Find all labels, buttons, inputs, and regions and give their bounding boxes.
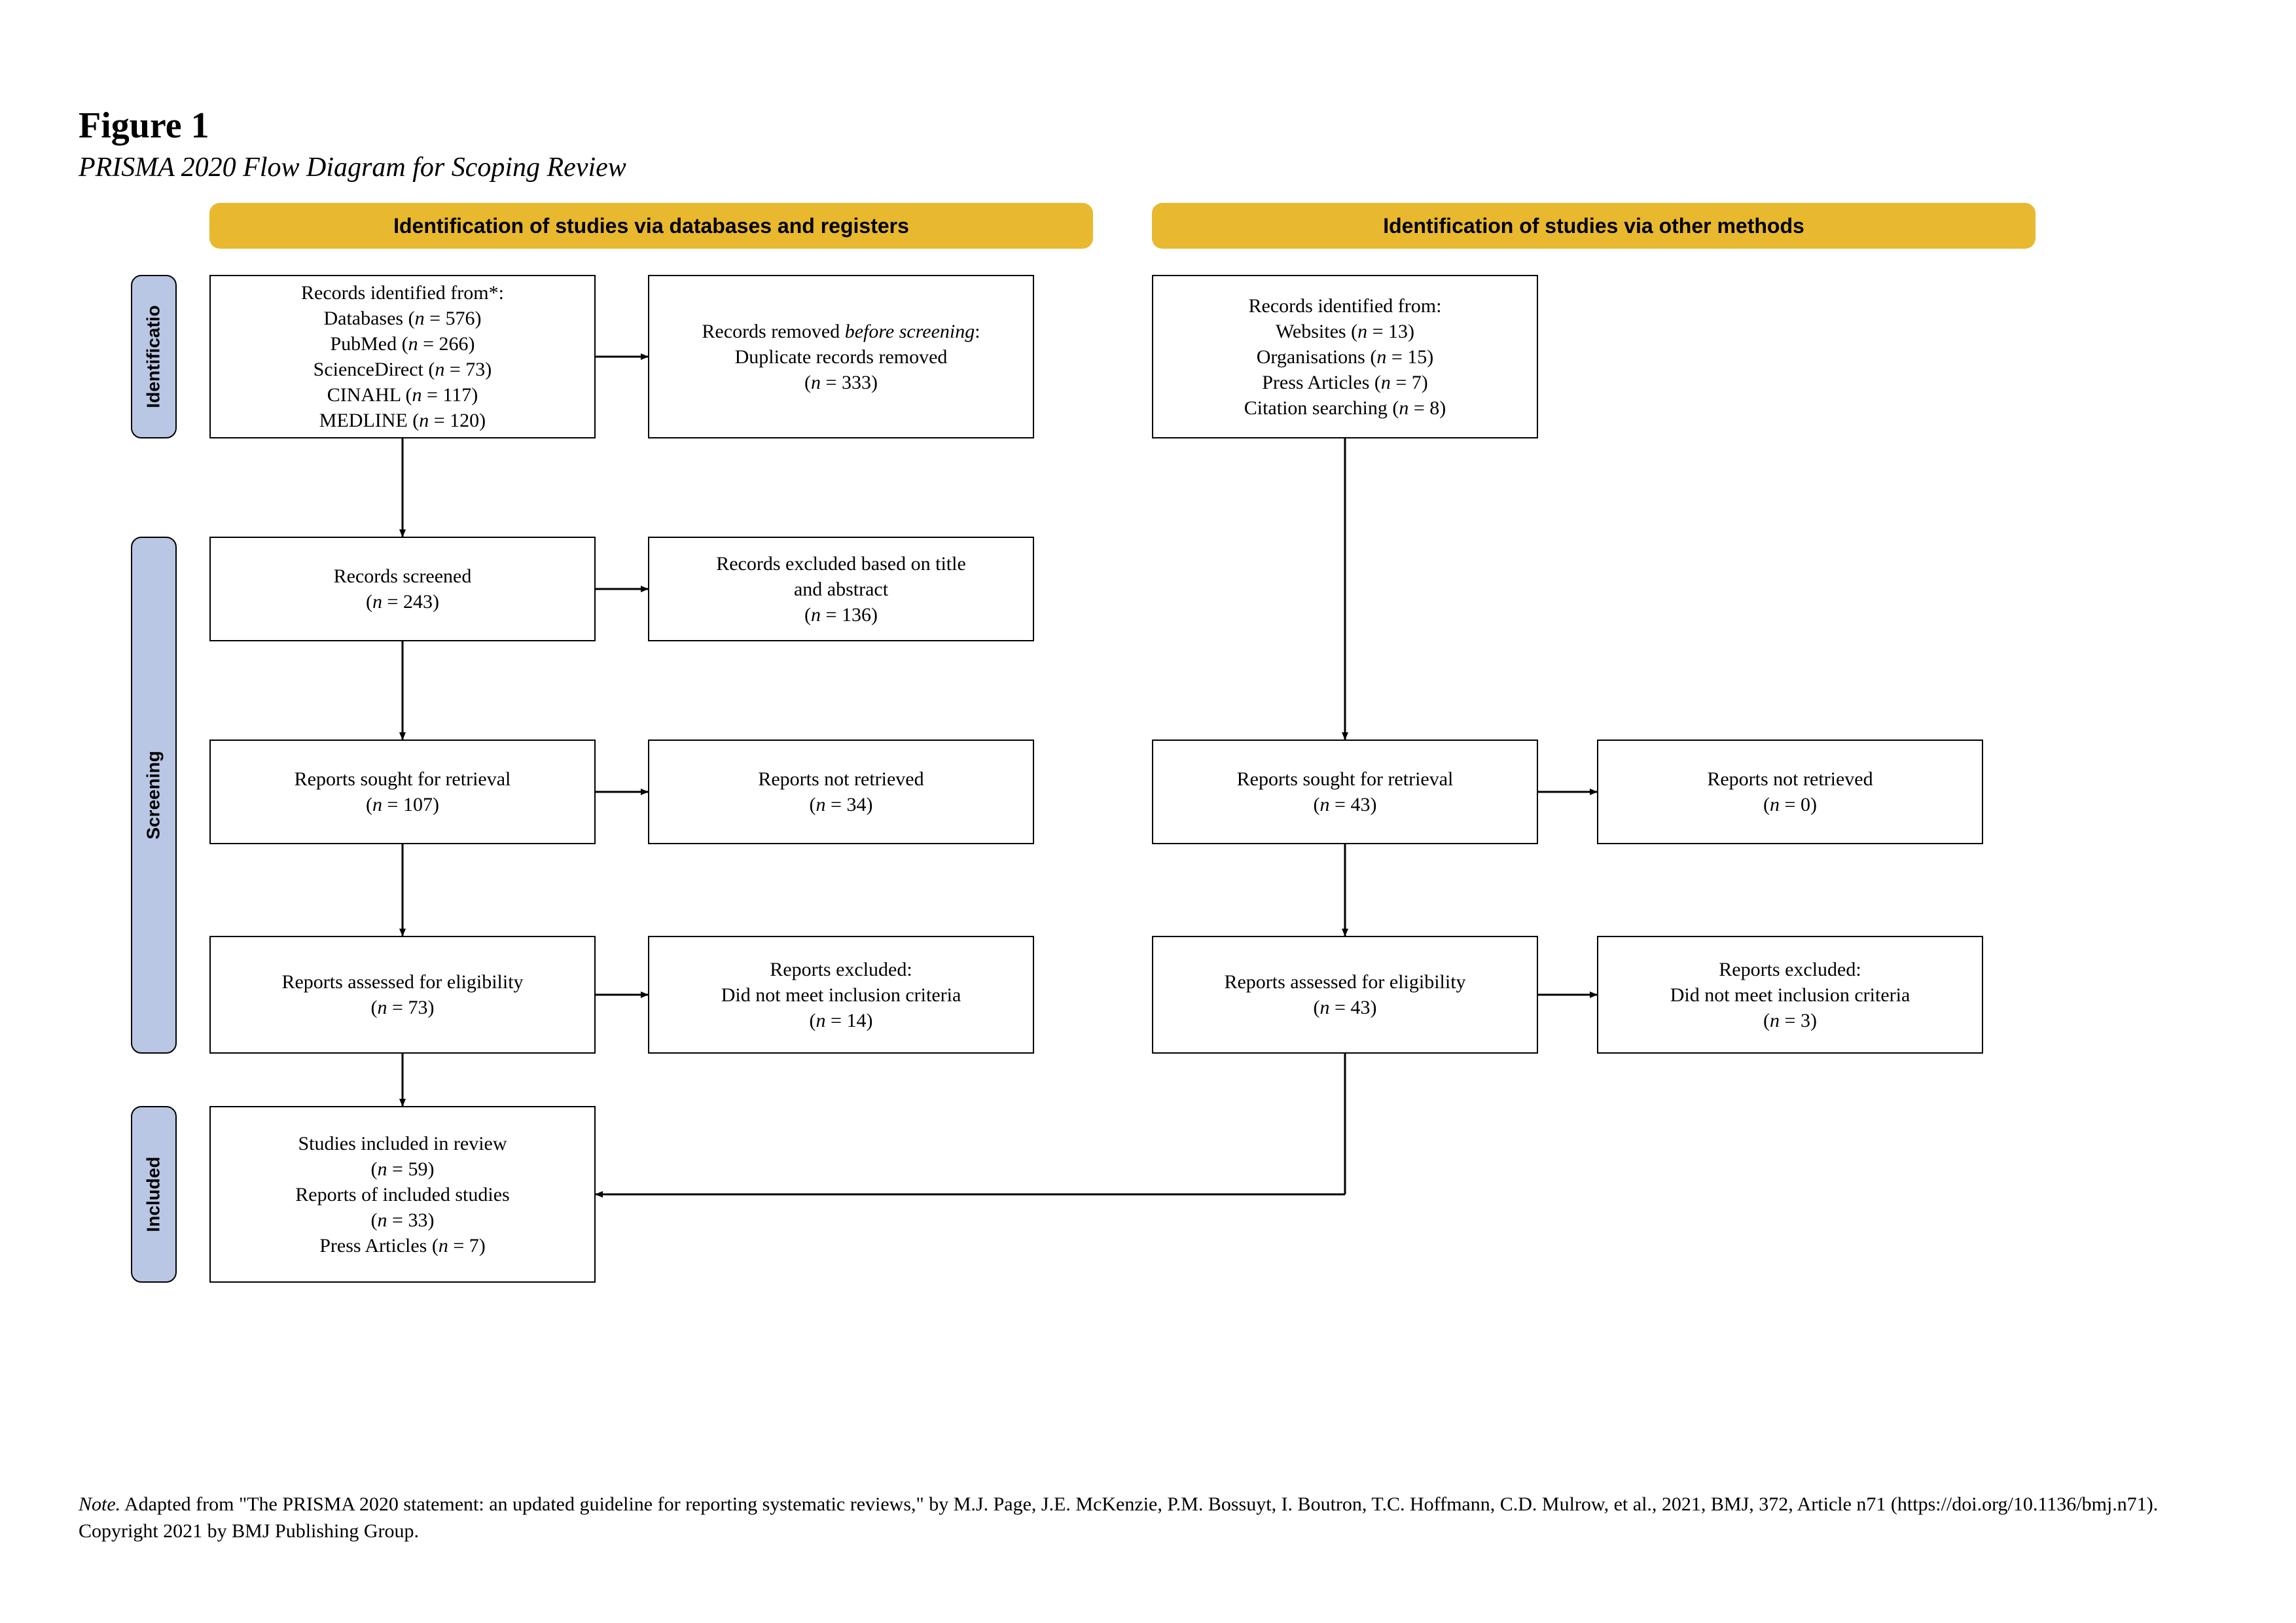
box-records-removed: Records removed before screening:Duplica… xyxy=(648,275,1034,438)
box-records-identified-db: Records identified from*:Databases (n = … xyxy=(209,275,596,438)
box-reports-assessed-db: Reports assessed for eligibility(n = 73) xyxy=(209,936,596,1054)
note-text: Adapted from "The PRISMA 2020 statement:… xyxy=(79,1493,2158,1542)
figure-label: Figure 1 xyxy=(79,105,2217,147)
stage-identification: Identificatio xyxy=(131,275,177,438)
citation-note: Note. Adapted from "The PRISMA 2020 stat… xyxy=(79,1491,2173,1544)
header-other-methods: Identification of studies via other meth… xyxy=(1152,203,2036,249)
box-studies-included: Studies included in review(n = 59)Report… xyxy=(209,1106,596,1283)
box-reports-excluded-other: Reports excluded:Did not meet inclusion … xyxy=(1597,936,1983,1054)
prisma-diagram: Identification of studies via databases … xyxy=(79,203,2212,1472)
box-reports-not-retrieved-db: Reports not retrieved(n = 34) xyxy=(648,740,1034,844)
stage-screening: Screening xyxy=(131,537,177,1054)
box-records-identified-other: Records identified from:Websites (n = 13… xyxy=(1152,275,1538,438)
box-records-screened: Records screened(n = 243) xyxy=(209,537,596,641)
box-reports-sought-db: Reports sought for retrieval(n = 107) xyxy=(209,740,596,844)
stage-included: Included xyxy=(131,1106,177,1283)
box-reports-not-retrieved-other: Reports not retrieved(n = 0) xyxy=(1597,740,1983,844)
page: Figure 1 PRISMA 2020 Flow Diagram for Sc… xyxy=(0,0,2296,1623)
box-reports-assessed-other: Reports assessed for eligibility(n = 43) xyxy=(1152,936,1538,1054)
box-records-excluded-title: Records excluded based on titleand abstr… xyxy=(648,537,1034,641)
figure-title: PRISMA 2020 Flow Diagram for Scoping Rev… xyxy=(79,152,2217,183)
box-reports-sought-other: Reports sought for retrieval(n = 43) xyxy=(1152,740,1538,844)
note-label: Note. xyxy=(79,1493,120,1515)
header-databases: Identification of studies via databases … xyxy=(209,203,1093,249)
box-reports-excluded-db: Reports excluded:Did not meet inclusion … xyxy=(648,936,1034,1054)
